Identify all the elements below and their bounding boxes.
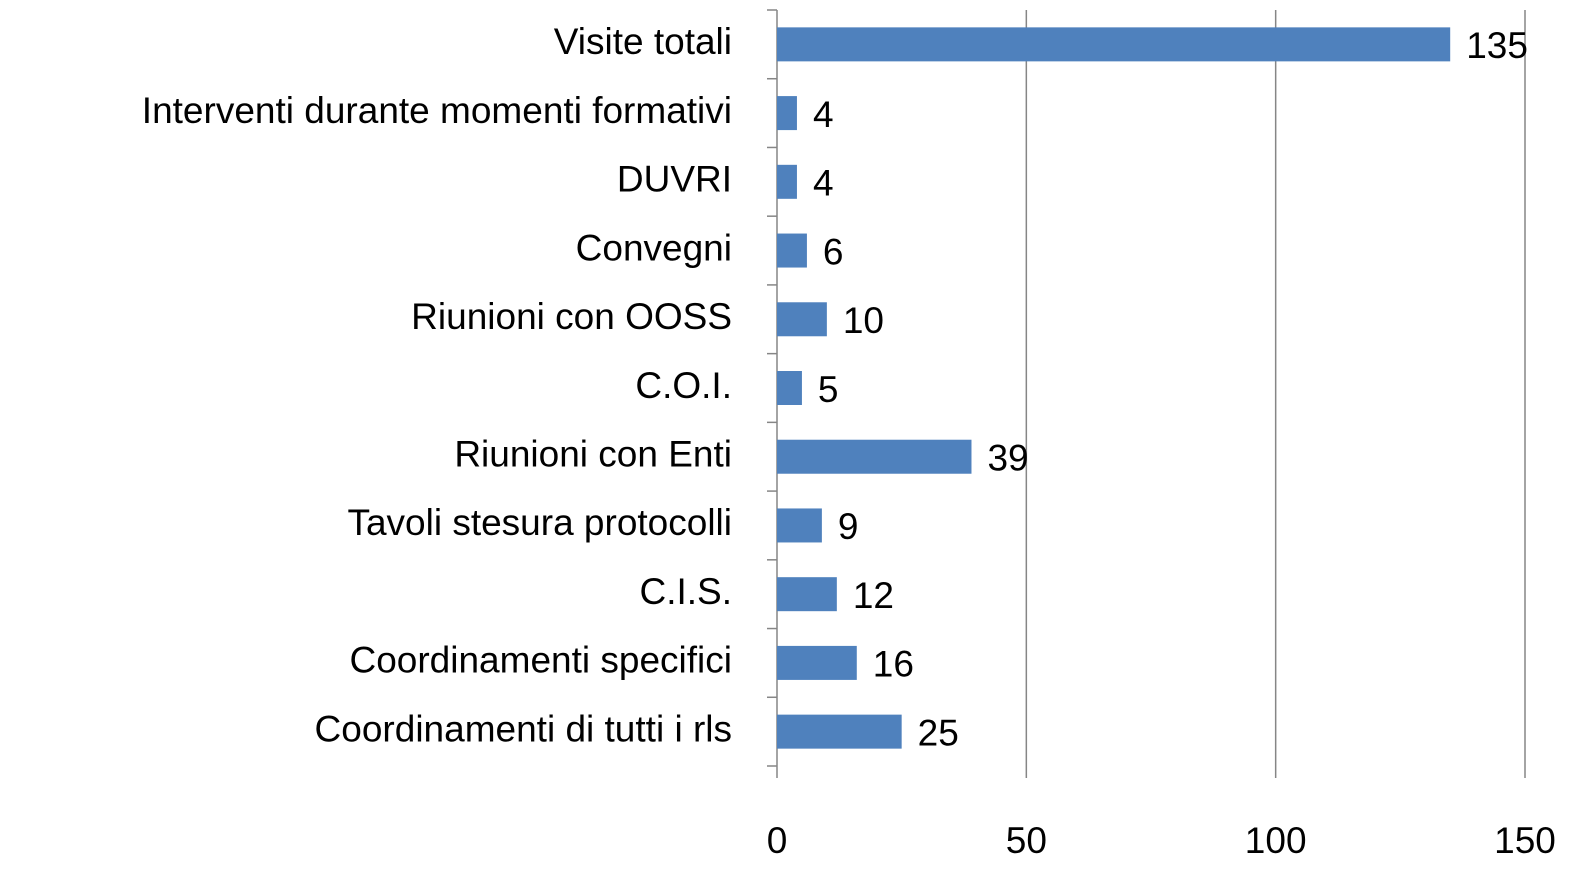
bar: [777, 96, 797, 131]
y-tick-label: Coordinamenti di tutti i rls: [315, 708, 732, 749]
y-tick-label: Coordinamenti specifici: [349, 640, 732, 681]
data-label: 5: [818, 369, 839, 410]
bar: [777, 27, 1451, 62]
data-label: 4: [813, 163, 834, 204]
y-tick-label: C.O.I.: [635, 365, 732, 406]
y-tick-label: C.I.S.: [639, 571, 732, 612]
data-label: 135: [1466, 25, 1528, 66]
bar: [777, 233, 807, 268]
data-label: 25: [918, 712, 959, 753]
x-tick-label: 150: [1494, 820, 1556, 861]
y-tick-label: Interventi durante momenti formativi: [142, 90, 732, 131]
y-tick-label: Riunioni con Enti: [454, 434, 732, 475]
data-label: 16: [873, 644, 914, 685]
y-tick-label: DUVRI: [617, 159, 732, 200]
x-tick-label: 50: [1006, 820, 1047, 861]
data-label: 6: [823, 231, 844, 272]
bar: [777, 439, 972, 474]
data-label: 4: [813, 94, 834, 135]
bar: [777, 302, 827, 337]
bar: [777, 371, 802, 405]
y-tick-label: Convegni: [576, 227, 732, 268]
data-label: 39: [987, 438, 1028, 479]
bar: [777, 508, 822, 543]
data-label: 9: [838, 506, 859, 547]
data-label: 10: [843, 300, 884, 341]
data-label: 12: [853, 575, 894, 616]
bar: [777, 714, 902, 749]
y-tick-label: Visite totali: [554, 21, 732, 62]
y-tick-label: Riunioni con OOSS: [411, 296, 732, 337]
bar: [777, 645, 857, 680]
x-tick-label: 0: [767, 820, 788, 861]
bar: [777, 164, 797, 199]
y-tick-label: Tavoli stesura protocolli: [347, 502, 732, 543]
bar: [777, 577, 837, 612]
x-tick-label: 100: [1245, 820, 1307, 861]
